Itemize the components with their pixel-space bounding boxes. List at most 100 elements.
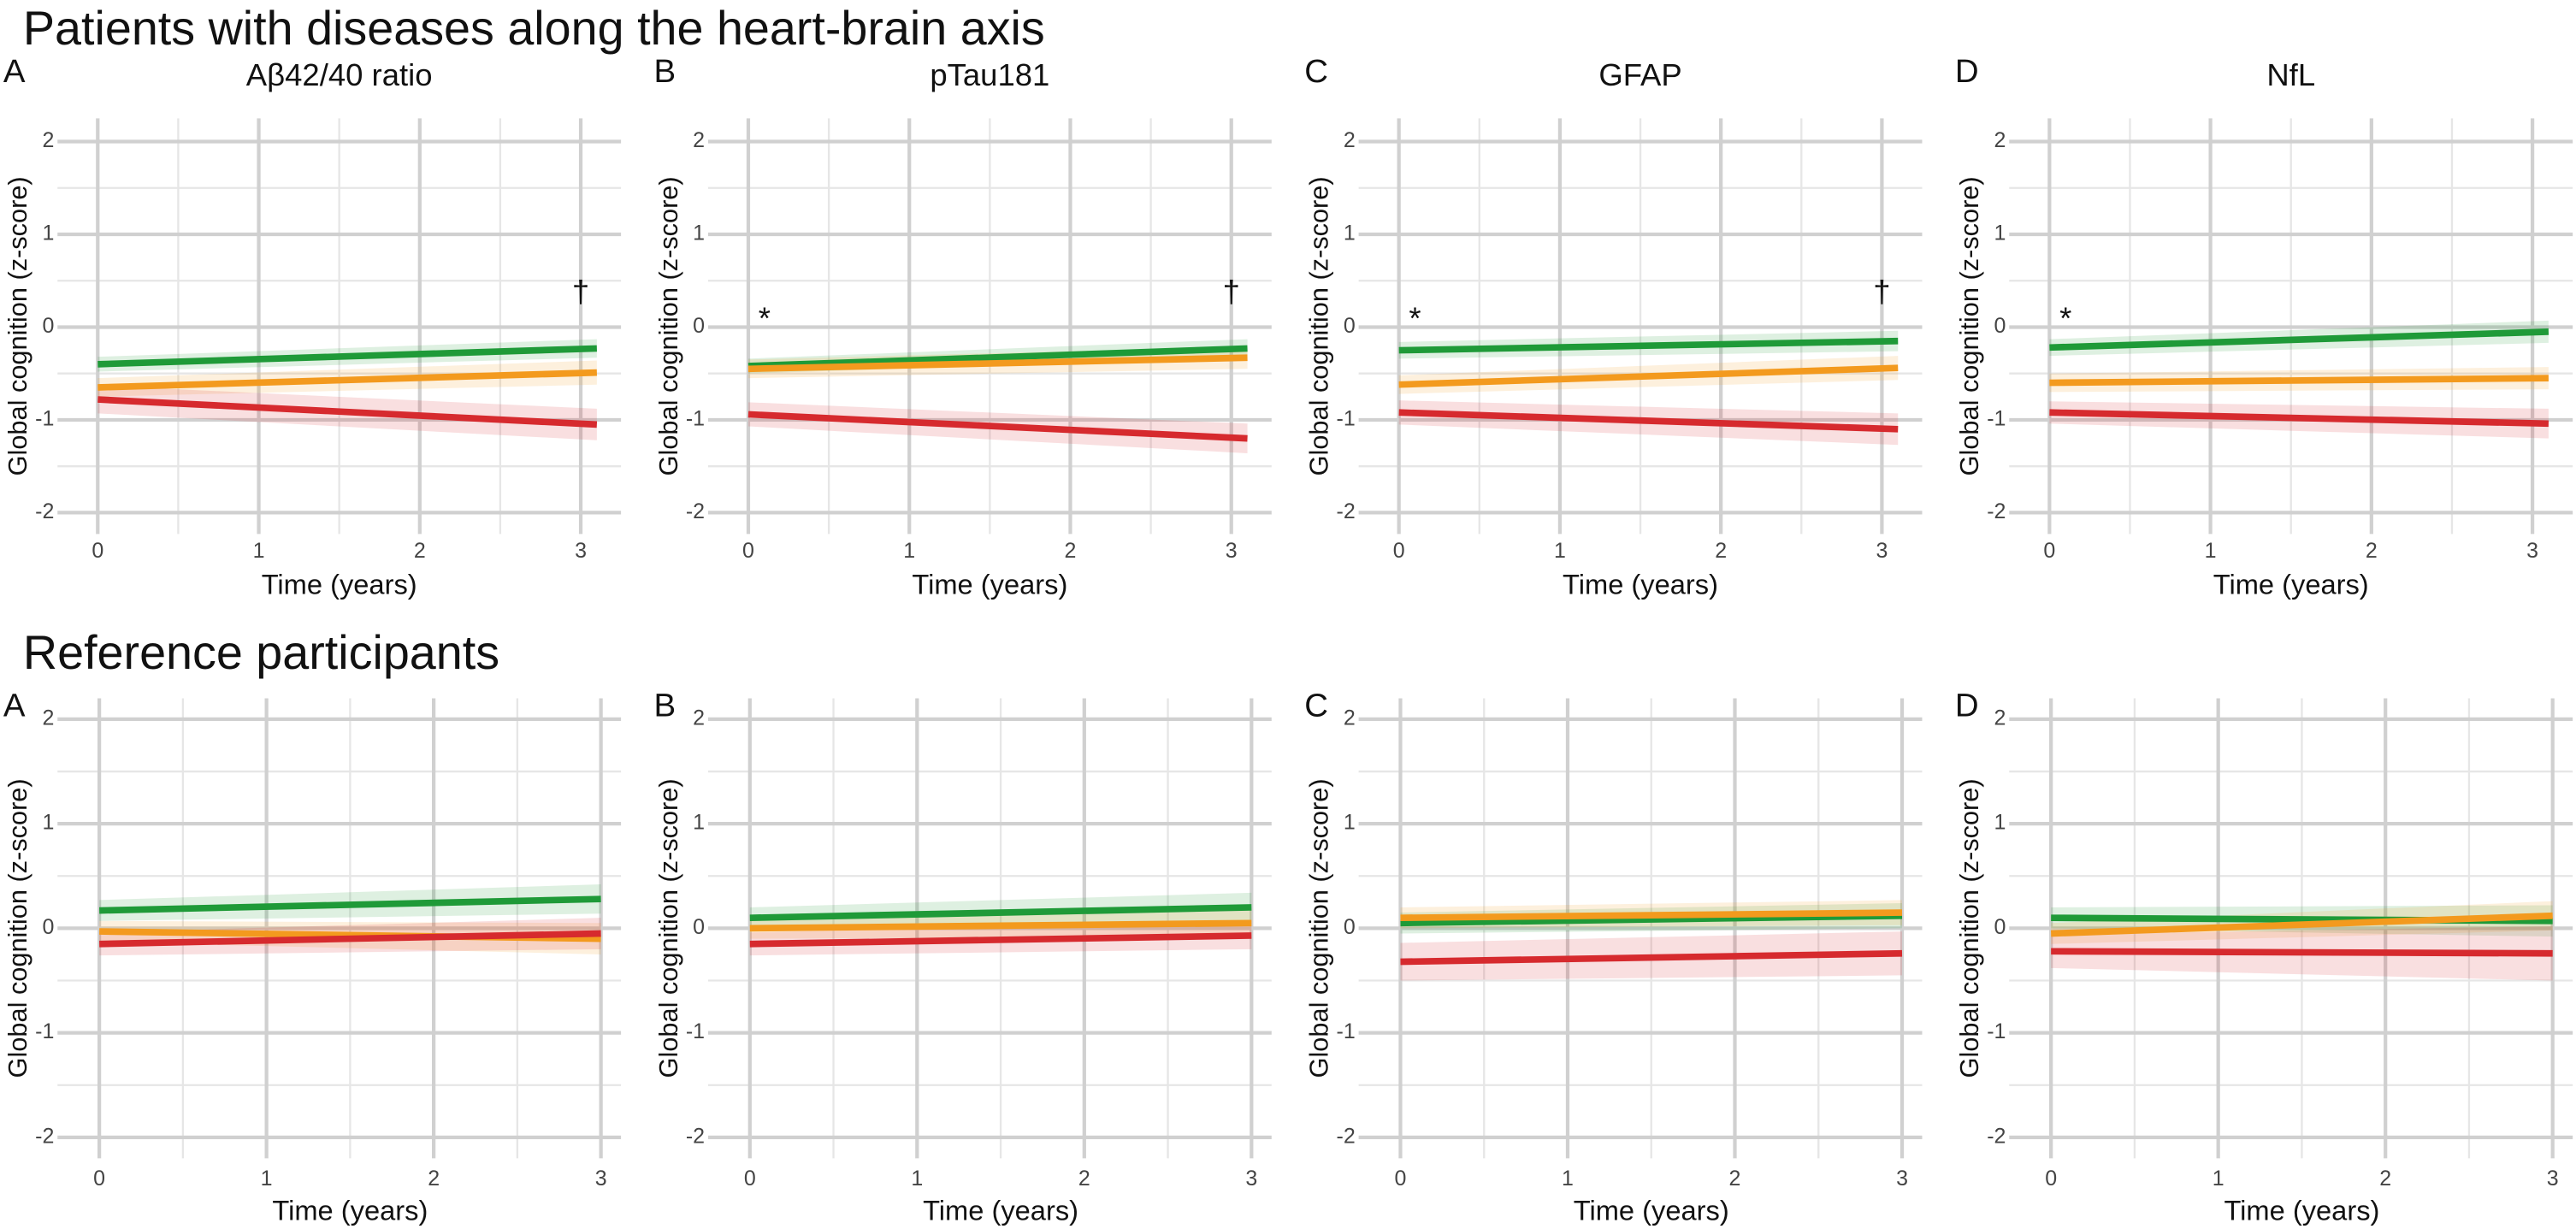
significance-marker: † [1873, 274, 1890, 309]
y-tick-label: 2 [1994, 128, 2006, 152]
panel-letter: B [654, 53, 676, 90]
y-tick-label: -2 [686, 499, 705, 523]
x-tick-label: 1 [261, 1167, 273, 1191]
y-tick-label: 0 [42, 915, 54, 939]
x-axis-label: Time (years) [262, 568, 417, 600]
y-tick-label: -2 [686, 1124, 705, 1148]
y-tick-label: 1 [693, 222, 705, 245]
section-title: Patients with diseases along the heart-b… [23, 2, 1045, 55]
y-tick-label: 2 [1344, 706, 1356, 730]
panel-letter: C [1304, 53, 1328, 90]
y-tick-label: 1 [1994, 222, 2006, 245]
y-tick-label: 1 [42, 222, 54, 245]
panel-letter: B [654, 688, 676, 724]
significance-marker: * [2059, 301, 2071, 336]
x-tick-label: 2 [2366, 539, 2378, 563]
x-tick-label: 3 [2526, 539, 2538, 563]
y-tick-label: -2 [35, 499, 54, 523]
y-tick-label: 1 [42, 811, 54, 835]
trend-line [2051, 912, 2553, 937]
trend-line [2051, 948, 2553, 957]
trend-line [749, 919, 1252, 932]
y-tick-label: 0 [1994, 314, 2006, 338]
y-axis-label: Global cognition (z-score) [1304, 778, 1334, 1078]
trend-line [1400, 949, 1903, 966]
x-tick-label: 1 [1554, 539, 1566, 563]
x-tick-label: 2 [428, 1167, 440, 1191]
x-tick-label: 3 [2547, 1167, 2559, 1191]
y-tick-label: -2 [1987, 499, 2006, 523]
y-tick-label: -1 [35, 1019, 54, 1043]
x-tick-label: 1 [2205, 539, 2217, 563]
trend-line [2049, 328, 2549, 352]
y-tick-label: 1 [1344, 811, 1356, 835]
trend-line [747, 354, 1248, 373]
y-axis-label: Global cognition (z-score) [653, 778, 683, 1078]
y-tick-label: 1 [1344, 222, 1356, 245]
y-tick-label: 0 [1344, 314, 1356, 338]
panel-title: GFAP [1598, 57, 1681, 92]
x-tick-label: 1 [911, 1167, 923, 1191]
x-axis-label: Time (years) [272, 1194, 428, 1226]
y-tick-label: -1 [1987, 1019, 2006, 1043]
x-axis-label: Time (years) [2224, 1194, 2379, 1226]
x-tick-label: 3 [575, 539, 587, 563]
x-tick-label: 0 [92, 539, 103, 563]
x-tick-label: 0 [742, 539, 754, 563]
x-axis-label: Time (years) [1563, 568, 1718, 600]
x-tick-label: 3 [1245, 1167, 1257, 1191]
x-tick-label: 3 [1876, 539, 1888, 563]
trend-line [2049, 409, 2549, 428]
trend-line [99, 895, 601, 914]
trend-line [99, 930, 601, 948]
trend-line [747, 411, 1248, 442]
panel-title: NfL [2266, 57, 2315, 92]
panel-letter: D [1955, 53, 1979, 90]
x-tick-label: 0 [2045, 1167, 2057, 1191]
y-tick-label: -1 [35, 407, 54, 431]
x-tick-label: 1 [903, 539, 915, 563]
y-tick-label: 2 [693, 706, 705, 730]
x-tick-label: 1 [1562, 1167, 1574, 1191]
x-tick-label: 2 [1729, 1167, 1741, 1191]
x-tick-label: 2 [414, 539, 426, 563]
y-tick-label: 2 [42, 706, 54, 730]
x-tick-label: 1 [253, 539, 265, 563]
trend-line [97, 396, 598, 428]
x-axis-label: Time (years) [923, 1194, 1078, 1226]
y-tick-label: 0 [693, 915, 705, 939]
panel-letter: A [3, 53, 26, 90]
trend-line [97, 369, 597, 391]
trend-line [1398, 337, 1899, 354]
x-tick-label: 0 [2043, 539, 2055, 563]
x-tick-label: 3 [1226, 539, 1238, 563]
x-tick-label: 1 [2213, 1167, 2224, 1191]
significance-marker: † [1223, 274, 1240, 309]
panel-letter: D [1955, 688, 1979, 724]
y-axis-label: Global cognition (z-score) [3, 176, 32, 476]
x-tick-label: 2 [1065, 539, 1077, 563]
x-tick-label: 0 [93, 1167, 105, 1191]
y-axis-label: Global cognition (z-score) [3, 778, 32, 1078]
y-tick-label: 0 [42, 314, 54, 338]
x-tick-label: 2 [1715, 539, 1727, 563]
x-axis-label: Time (years) [912, 568, 1067, 600]
panel-letter: A [3, 688, 26, 724]
section-title: Reference participants [23, 626, 499, 679]
trend-line [2049, 375, 2549, 387]
x-tick-label: 0 [1395, 1167, 1407, 1191]
y-tick-label: 2 [1994, 706, 2006, 730]
trend-line [1400, 909, 1903, 922]
y-tick-label: -2 [1337, 499, 1356, 523]
y-tick-label: 1 [693, 811, 705, 835]
x-tick-label: 2 [2379, 1167, 2391, 1191]
x-axis-label: Time (years) [1574, 1194, 1729, 1226]
x-tick-label: 0 [1393, 539, 1405, 563]
trend-line [1398, 409, 1899, 433]
x-tick-label: 0 [744, 1167, 756, 1191]
y-tick-label: -2 [1337, 1124, 1356, 1148]
y-tick-label: -1 [1987, 407, 2006, 431]
y-tick-label: -1 [1337, 407, 1356, 431]
